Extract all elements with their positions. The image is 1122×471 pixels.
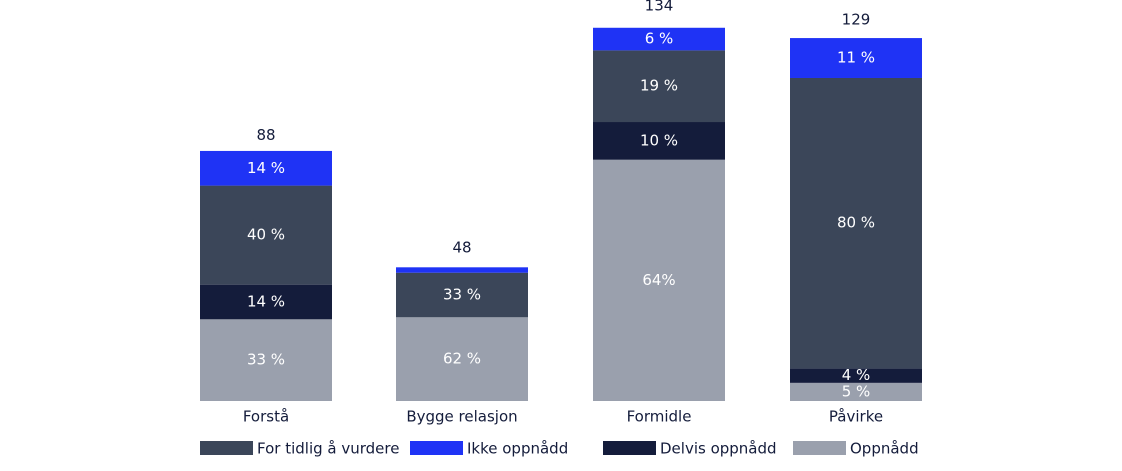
legend-label: For tidlig å vurdere [257, 440, 399, 458]
bar-segment [396, 267, 528, 273]
total-label: 48 [452, 238, 471, 256]
total-label: 129 [842, 11, 871, 29]
legend-swatch [200, 441, 253, 455]
data-label: 62 % [443, 350, 481, 368]
x-tick-label: Bygge relasjon [406, 408, 517, 426]
bar-segment [200, 319, 332, 401]
bar-segment [396, 272, 528, 318]
legend-label: Ikke oppnådd [467, 440, 568, 458]
bar-segment [790, 382, 922, 401]
data-label: 14 % [247, 292, 285, 310]
bar-segment [790, 38, 922, 78]
legend-swatch [603, 441, 656, 455]
bar-segment [790, 368, 922, 383]
legend-swatch [793, 441, 846, 455]
data-label: 19 % [640, 77, 678, 95]
bar-segment [200, 284, 332, 320]
total-label: 88 [256, 126, 275, 144]
data-label: 6 % [645, 30, 674, 48]
legend-label: Oppnådd [850, 440, 919, 458]
bar-segment [200, 150, 332, 186]
data-label: 14 % [247, 159, 285, 177]
bar-segment [593, 159, 725, 401]
bar-segment [593, 50, 725, 123]
data-label: 64% [642, 271, 675, 289]
legend-swatch [410, 441, 463, 455]
x-tick-label: Påvirke [829, 408, 883, 426]
bar-segment [200, 185, 332, 285]
legend-label: Delvis oppnådd [660, 440, 777, 458]
x-tick-label: Formidle [627, 408, 692, 426]
bar-segment [593, 27, 725, 51]
data-label: 11 % [837, 49, 875, 67]
total-label: 134 [645, 0, 674, 15]
x-tick-label: Forstå [243, 408, 289, 426]
data-label: 80 % [837, 214, 875, 232]
bar-segment [790, 77, 922, 369]
bar-segment [593, 122, 725, 160]
data-label: 4 % [842, 366, 871, 384]
data-label: 33 % [247, 351, 285, 369]
data-label: 33 % [443, 285, 481, 303]
data-label: 10 % [640, 131, 678, 149]
data-label: 40 % [247, 226, 285, 244]
data-label: 5 % [842, 382, 871, 400]
bar-segment [396, 317, 528, 401]
